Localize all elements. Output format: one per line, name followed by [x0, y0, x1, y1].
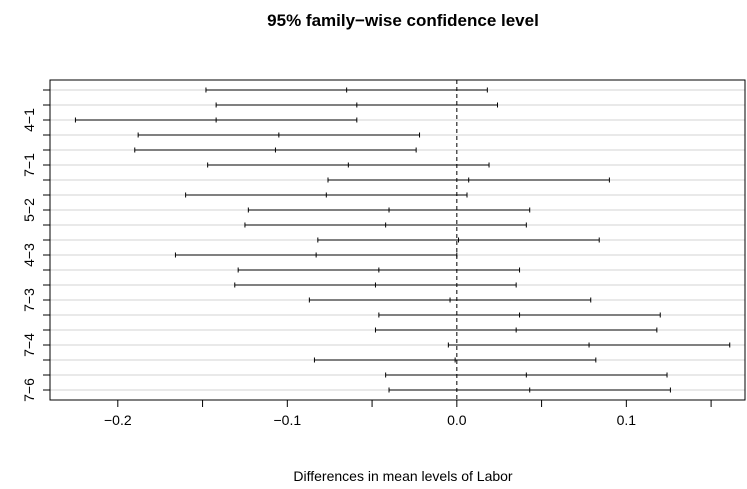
interval-item	[317, 237, 600, 243]
x-tick-label: −0.2	[104, 412, 132, 428]
interval-item	[374, 327, 658, 333]
interval-item	[215, 102, 499, 108]
interval-item	[185, 192, 468, 198]
y-tick-label: 4−1	[21, 108, 37, 132]
interval-item	[327, 177, 610, 183]
y-tick-label: 7−3	[21, 288, 37, 312]
interval-item	[234, 282, 517, 288]
interval-item	[74, 117, 358, 123]
interval-item	[378, 312, 661, 318]
interval-item	[237, 267, 521, 273]
interval-item	[308, 297, 592, 303]
interval-item	[313, 357, 597, 363]
interval-item	[137, 132, 421, 138]
interval-item	[244, 222, 527, 228]
y-axis: 4−1 7−1 5−2 4−3 7−3 7−4 7−6	[21, 89, 50, 402]
y-tick-label: 7−6	[21, 378, 37, 402]
x-tick-label: 0.1	[617, 412, 637, 428]
x-axis-label: Differences in mean levels of Labor	[293, 468, 513, 484]
interval-item	[207, 162, 490, 168]
interval-item	[247, 207, 531, 213]
x-tick-label: 0.0	[447, 412, 467, 428]
y-tick-label: 7−1	[21, 153, 37, 177]
interval-item	[388, 387, 671, 393]
chart-title: 95% family−wise confidence level	[267, 11, 539, 30]
confidence-intervals	[74, 87, 731, 393]
interval-item	[134, 147, 417, 153]
interval-item	[385, 372, 668, 378]
y-tick-label: 4−3	[21, 243, 37, 267]
interval-item	[205, 87, 488, 93]
interval-item	[447, 342, 731, 348]
x-tick-label: −0.1	[273, 412, 301, 428]
y-tick-label: 7−4	[21, 333, 37, 357]
y-tick-label: 5−2	[21, 198, 37, 222]
x-axis: −0.2 −0.1 0.0 0.1	[104, 400, 712, 428]
interval-item	[174, 252, 458, 258]
